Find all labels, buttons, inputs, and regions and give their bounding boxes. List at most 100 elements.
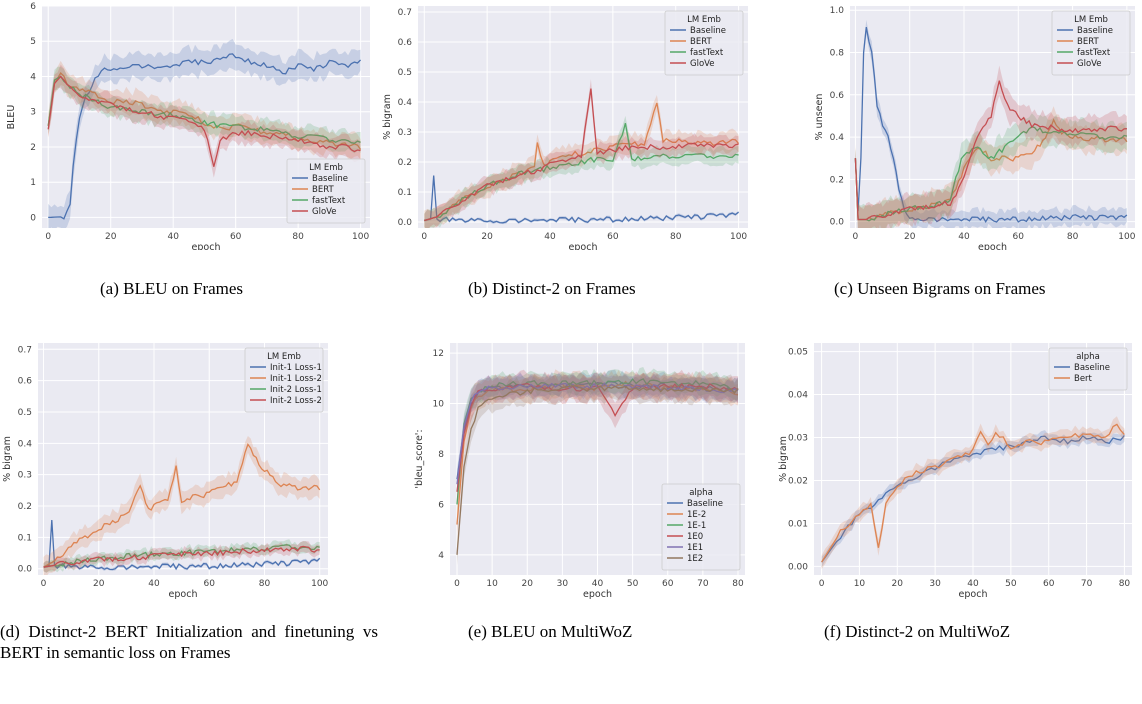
y-tick-label: 0.7 [398,8,412,18]
y-tick-label: 0.4 [830,133,845,143]
x-axis-label: epoch [169,589,198,600]
caption-a: (a) BLEU on Frames [100,279,244,298]
confidence-band-baseline [48,38,361,228]
caption-b: (b) Distinct-2 on Frames [468,279,636,298]
chart-panel-b: 0 20 40 60 80 100 0.0 0.1 0.2 0.3 0.4 0.5 0.6 0.7 epoc… [380,0,760,330]
y-tick-label: 0.2 [18,502,32,512]
y-tick-label: 0.3 [398,128,412,138]
x-tick-label: 40 [167,232,179,242]
legend-box [244,347,324,413]
x-axis-label: epoch [978,242,1007,250]
legend-label: Init-1 Loss-1 [270,363,322,373]
legend-label: Baseline [1074,363,1110,373]
x-tick-label: 80 [259,579,271,589]
y-tick-label: 6 [438,500,444,510]
y-tick-label: 0.8 [830,49,845,59]
x-tick-label: 20 [522,579,534,589]
confidence-band-1e1 [457,371,738,493]
y-tick-label: 0.5 [398,68,412,78]
x-tick-label: 60 [1013,232,1025,242]
y-tick-label: 6 [30,2,36,12]
x-axis-label: epoch [569,242,598,250]
legend-box [286,158,366,224]
series-line-bert [821,423,1125,563]
x-tick-label: 60 [204,579,216,589]
x-tick-label: 50 [627,579,639,589]
legend-label: fastText [690,48,724,58]
y-tick-label: 0.5 [18,408,32,418]
legend-label: Init-2 Loss-2 [270,396,322,406]
x-tick-label: 100 [1118,232,1135,242]
y-tick-label: 0.03 [788,434,808,444]
x-tick-label: 40 [958,232,970,242]
x-tick-label: 50 [1005,579,1017,589]
legend-box [1048,347,1128,391]
x-tick-label: 100 [311,579,328,589]
series-line-1e-1 [456,378,739,505]
y-axis-label: % bigram [778,436,789,482]
chart-f: 0 10 20 30 40 50 60 70 80 0.00 0.01 0.02 0.03 0.04 0.0… [778,343,1132,600]
chart-a: 0 20 40 60 80 100 0 1 2 3 4 5 6 epoch BLEU LM EmbBaseli… [6,2,370,250]
y-tick-label: 0.1 [18,533,32,543]
legend-label: Init-2 Loss-1 [270,385,322,395]
x-tick-label: 60 [1043,579,1055,589]
confidence-band-bert [855,106,1127,228]
series-line-glove [854,80,1127,221]
y-tick-label: 0.04 [788,391,808,401]
caption-e: (e) BLEU on MultiWoZ [468,622,633,641]
y-tick-label: 0.6 [398,38,413,48]
y-tick-label: 4 [438,551,444,561]
y-tick-label: 5 [30,37,36,47]
y-tick-label: 0.4 [18,439,33,449]
series-line-fasttext [47,75,361,144]
legend-label: BERT [312,185,334,195]
y-tick-label: 0.3 [18,471,32,481]
legend-label: Init-1 Loss-2 [270,374,322,384]
y-tick-label: 2 [30,143,36,153]
x-tick-label: 60 [607,232,619,242]
legend-label: fastText [1077,48,1111,58]
x-tick-label: 100 [730,232,747,242]
series-line-init-1-loss-1 [43,520,321,571]
legend-label: fastText [312,196,346,206]
legend-label: GloVe [1077,59,1102,69]
y-axis-label: % bigram [382,94,393,140]
x-tick-label: 10 [854,579,866,589]
legend-label: Baseline [687,499,723,509]
x-tick-label: 30 [929,579,941,589]
confidence-band-init-2-loss-1 [43,539,320,573]
x-tick-label: 20 [105,232,117,242]
chart-e: 0 10 20 30 40 50 60 70 80 4 6 8 10 12 epoch 'bleu_score… [414,343,745,600]
x-tick-label: 80 [292,232,304,242]
y-tick-label: 12 [433,349,444,359]
legend-box [1051,10,1131,76]
x-tick-label: 10 [486,579,498,589]
legend-label: 1E-1 [687,521,706,531]
x-tick-label: 0 [853,232,859,242]
series-line-baseline [48,53,362,220]
y-tick-label: 0.0 [398,218,413,228]
x-tick-label: 0 [45,232,51,242]
series-line-baseline [854,26,1128,223]
y-tick-label: 0.6 [18,377,33,387]
confidence-band-init-1-loss-2 [43,436,320,575]
y-axis-label: % unseen [814,94,825,141]
x-tick-label: 60 [230,232,242,242]
legend-label: 1E2 [687,554,703,564]
x-tick-label: 20 [93,579,105,589]
confidence-band-fasttext [48,66,361,154]
y-tick-label: 0 [30,213,36,223]
series-line-init-2-loss-2 [43,545,320,568]
series-line-baseline [821,434,1125,563]
series-line-glove [424,88,739,222]
x-tick-label: 20 [892,579,904,589]
x-tick-label: 0 [454,579,460,589]
y-axis-label: 'bleu_score': [414,429,425,488]
legend-title: alpha [689,488,713,498]
y-tick-label: 0.2 [830,175,844,185]
series-line-baseline [424,175,740,224]
legend-label: 1E1 [687,543,703,553]
x-tick-label: 60 [662,579,674,589]
x-tick-label: 40 [967,579,979,589]
x-tick-label: 30 [557,579,569,589]
